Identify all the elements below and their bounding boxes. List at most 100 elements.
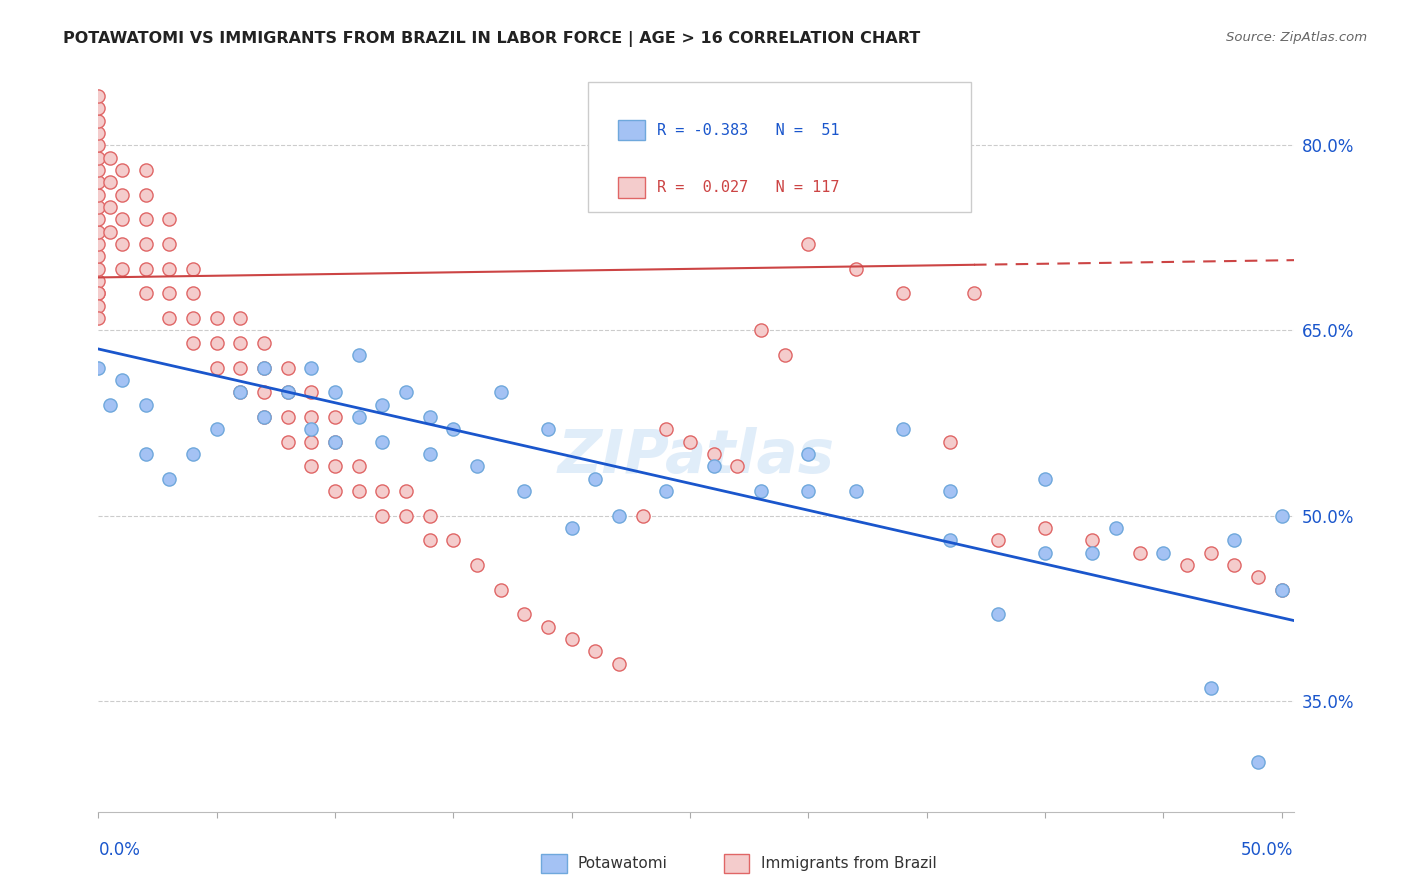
Point — [157, 261, 180, 276]
Point — [703, 459, 725, 474]
Point — [465, 459, 488, 474]
Point — [1199, 681, 1222, 696]
Point — [749, 324, 772, 338]
Point — [157, 311, 180, 326]
Point — [797, 237, 820, 252]
Point — [323, 483, 346, 498]
Point — [229, 311, 252, 326]
Point — [277, 385, 299, 400]
Point — [561, 521, 583, 535]
Point — [277, 434, 299, 449]
Point — [1081, 546, 1104, 560]
Point — [253, 335, 276, 350]
Point — [1129, 546, 1152, 560]
Point — [277, 360, 299, 375]
Point — [181, 447, 204, 461]
Point — [181, 311, 204, 326]
Point — [229, 335, 252, 350]
Point — [939, 434, 962, 449]
Point — [1223, 558, 1246, 572]
Text: 50.0%: 50.0% — [1241, 841, 1294, 859]
Point — [87, 311, 110, 326]
Point — [323, 434, 346, 449]
Point — [797, 447, 820, 461]
Point — [253, 385, 276, 400]
Point — [347, 409, 370, 424]
Point — [98, 200, 121, 214]
Point — [347, 348, 370, 362]
Point — [87, 200, 110, 214]
Point — [1033, 471, 1056, 485]
Point — [323, 385, 346, 400]
Point — [465, 558, 488, 572]
Point — [111, 163, 134, 178]
Point — [87, 286, 110, 301]
Point — [1389, 620, 1406, 634]
Point — [111, 237, 134, 252]
Point — [441, 422, 464, 436]
Point — [87, 274, 110, 288]
Point — [607, 508, 630, 523]
Point — [891, 422, 914, 436]
Point — [773, 348, 796, 362]
Point — [98, 175, 121, 190]
Point — [513, 607, 536, 622]
Point — [513, 483, 536, 498]
Point — [845, 261, 868, 276]
Point — [277, 385, 299, 400]
Point — [419, 533, 441, 548]
Point — [347, 459, 370, 474]
Point — [419, 508, 441, 523]
Point — [98, 225, 121, 239]
Point — [205, 311, 228, 326]
Bar — [619, 177, 645, 198]
Point — [87, 175, 110, 190]
Point — [299, 434, 322, 449]
Point — [87, 126, 110, 140]
Point — [323, 459, 346, 474]
Point — [1294, 595, 1316, 609]
Point — [1081, 533, 1104, 548]
Text: Potawatomi: Potawatomi — [578, 856, 668, 871]
Point — [371, 508, 394, 523]
Point — [229, 360, 252, 375]
Point — [939, 483, 962, 498]
Point — [419, 409, 441, 424]
Text: Immigrants from Brazil: Immigrants from Brazil — [761, 856, 936, 871]
Point — [395, 483, 418, 498]
Point — [87, 151, 110, 165]
Point — [1317, 607, 1340, 622]
Point — [181, 286, 204, 301]
Point — [299, 409, 322, 424]
Point — [135, 163, 157, 178]
Point — [253, 360, 276, 375]
Point — [987, 607, 1010, 622]
Point — [371, 483, 394, 498]
Point — [87, 89, 110, 103]
Point — [181, 335, 204, 350]
Point — [489, 385, 512, 400]
Point — [561, 632, 583, 646]
Point — [87, 237, 110, 252]
Point — [205, 335, 228, 350]
Point — [87, 299, 110, 313]
Point — [1199, 546, 1222, 560]
Point — [1271, 508, 1294, 523]
Point — [111, 187, 134, 202]
Text: POTAWATOMI VS IMMIGRANTS FROM BRAZIL IN LABOR FORCE | AGE > 16 CORRELATION CHART: POTAWATOMI VS IMMIGRANTS FROM BRAZIL IN … — [63, 31, 921, 47]
Point — [725, 459, 748, 474]
Point — [845, 483, 868, 498]
Text: R = -0.383   N =  51: R = -0.383 N = 51 — [657, 122, 839, 137]
Point — [489, 582, 512, 597]
Point — [229, 385, 252, 400]
Point — [631, 508, 654, 523]
Point — [323, 434, 346, 449]
Text: 0.0%: 0.0% — [98, 841, 141, 859]
Point — [1152, 546, 1174, 560]
Point — [537, 422, 560, 436]
Point — [87, 360, 110, 375]
Point — [1247, 570, 1270, 584]
Point — [135, 212, 157, 227]
Point — [583, 644, 606, 658]
Point — [395, 508, 418, 523]
